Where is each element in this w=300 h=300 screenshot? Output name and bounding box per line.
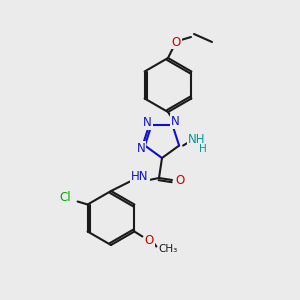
Text: Cl: Cl [60,191,71,204]
Text: O: O [176,173,184,187]
Text: N: N [136,142,145,155]
Text: HN: HN [131,170,149,184]
Text: O: O [171,35,181,49]
Text: CH₃: CH₃ [159,244,178,254]
Text: NH: NH [188,133,206,146]
Text: H: H [199,144,207,154]
Text: O: O [145,234,154,247]
Text: N: N [171,115,180,128]
Text: N: N [143,116,152,129]
